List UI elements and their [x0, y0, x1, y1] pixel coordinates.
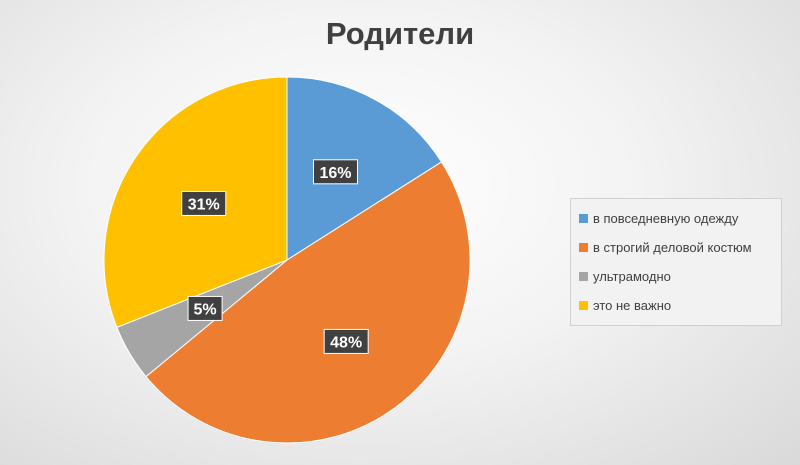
legend-item-ultrafashion: ультрамодно — [579, 267, 671, 285]
slice-formal — [145, 161, 471, 444]
data-label-not-important: 31% — [181, 190, 227, 216]
slice-everyday — [286, 76, 443, 261]
legend-item-not-important: это не важно — [579, 296, 671, 314]
legend-swatch-everyday — [579, 213, 588, 223]
chart-title: Родители — [325, 16, 475, 51]
legend-item-formal: в строгий деловой костюм — [579, 238, 752, 256]
legend-label-not-important: это не важно — [593, 297, 672, 313]
data-label-everyday: 16% — [312, 159, 358, 185]
legend-label-everyday: в повседневную одежду — [593, 210, 739, 226]
legend: в повседневную одежду в строгий деловой … — [570, 198, 782, 326]
data-label-ultrafashion: 5% — [187, 295, 223, 321]
data-label-formal: 48% — [323, 328, 369, 354]
legend-swatch-formal — [579, 242, 588, 252]
svg-text:48%: 48% — [330, 334, 362, 351]
legend-item-everyday: в повседневную одежду — [579, 209, 738, 227]
svg-text:16%: 16% — [319, 165, 351, 182]
legend-label-formal: в строгий деловой костюм — [593, 239, 752, 255]
legend-swatch-not-important — [579, 300, 588, 310]
svg-text:5%: 5% — [194, 301, 217, 318]
svg-text:31%: 31% — [188, 196, 220, 213]
legend-swatch-ultrafashion — [579, 271, 588, 281]
legend-label-ultrafashion: ультрамодно — [593, 268, 671, 284]
